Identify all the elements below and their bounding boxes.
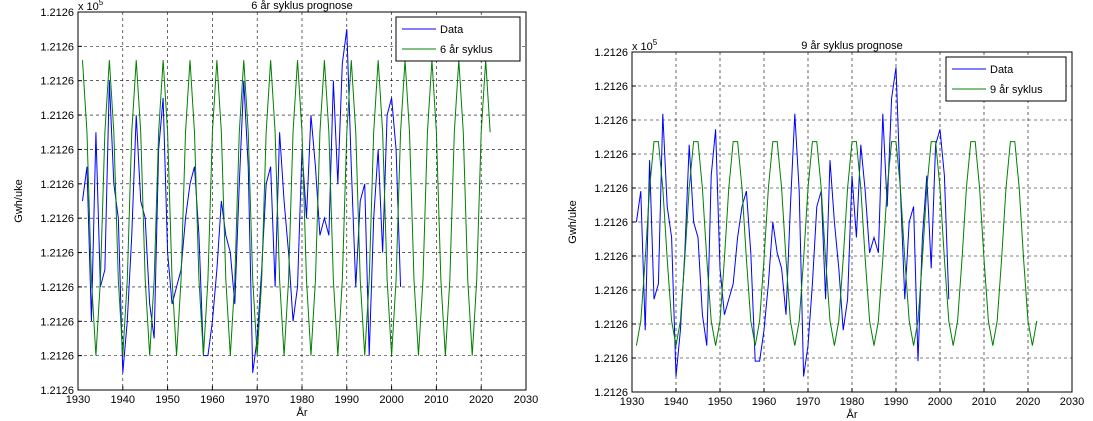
y-tick-label: 1.2126: [40, 385, 74, 397]
x-tick-label: 1930: [620, 396, 644, 408]
y-tick-label: 1.2126: [594, 149, 628, 161]
legend-label: 6 år syklus: [440, 44, 493, 56]
x-tick-label: 2010: [972, 396, 996, 408]
y-tick-label: 1.2126: [594, 319, 628, 331]
data-line: [635, 67, 950, 377]
y-tick-label: 1.2126: [40, 110, 74, 122]
y-tick-label: 1.2126: [40, 7, 74, 19]
y-axis-label: Gwh/uke: [567, 200, 579, 243]
multiplier-exponent: 5: [653, 38, 658, 47]
y-tick-label: 1.2126: [40, 282, 74, 294]
x-tick-label: 1990: [335, 394, 359, 406]
x-tick-label: 1970: [796, 396, 820, 408]
chart-title: 9 år syklus prognose: [801, 40, 903, 52]
x-tick-label: 2020: [469, 394, 493, 406]
y-tick-label: 1.2126: [40, 179, 74, 191]
x-tick-label: 1960: [200, 394, 224, 406]
x-tick-label: 2020: [1016, 396, 1040, 408]
y-tick-label: 1.2126: [40, 41, 74, 53]
x-tick-label: 1940: [111, 394, 135, 406]
y-tick-label: 1.2126: [594, 251, 628, 263]
y-tick-label: 1.2126: [594, 115, 628, 127]
legend-label: Data: [990, 64, 1014, 76]
x-tick-label: 1970: [245, 394, 269, 406]
data-line: [81, 60, 491, 356]
legend-box: [395, 16, 521, 62]
y-tick-label: 1.2126: [40, 316, 74, 328]
x-tick-label: 1960: [752, 396, 776, 408]
x-tick-label: 1940: [664, 396, 688, 408]
multiplier-base: x 10: [78, 1, 99, 13]
legend: Data 9 år syklus: [945, 56, 1067, 102]
legend-box: [945, 56, 1067, 102]
y-tick-label: 1.2126: [594, 81, 628, 93]
axis-multiplier: x 105: [632, 38, 658, 53]
x-tick-label: 2000: [379, 394, 403, 406]
legend-label: Data: [440, 24, 464, 36]
x-axis-label: År: [297, 406, 308, 419]
y-tick-label: 1.2126: [594, 285, 628, 297]
x-tick-label: 1950: [708, 396, 732, 408]
multiplier-exponent: 5: [99, 0, 104, 7]
y-axis-label: Gwh/uke: [13, 179, 25, 222]
x-axis-label: År: [847, 408, 858, 421]
y-tick-label: 1.2126: [594, 217, 628, 229]
panel: 1930 1940 1950 1960 1970 1980 1990 2000 2010 2020…: [567, 38, 1084, 421]
plot-frame: [631, 51, 1073, 393]
y-tick-label: 1.2126: [594, 47, 628, 59]
y-tick-label: 1.2126: [40, 351, 74, 363]
x-tick-label: 2000: [928, 396, 952, 408]
y-tick-label: 1.2126: [40, 144, 74, 156]
panel: 1930 1940 1950 1960 1970 1980 1990 2000 2010 2020…: [13, 0, 538, 419]
y-tick-label: 1.2126: [40, 248, 74, 260]
data-line: [635, 141, 1038, 346]
x-tick-label: 1950: [155, 394, 179, 406]
legend-label: 9 år syklus: [990, 84, 1043, 96]
chart-title: 6 år syklus prognose: [251, 0, 353, 12]
y-tick-label: 1.2126: [40, 76, 74, 88]
axis-multiplier: x 105: [78, 0, 104, 13]
x-tick-label: 2030: [1060, 396, 1084, 408]
x-tick-label: 2010: [424, 394, 448, 406]
y-tick-label: 1.2126: [594, 353, 628, 365]
legend: Data 6 år syklus: [395, 16, 521, 62]
y-tick-label: 1.2126: [594, 183, 628, 195]
x-tick-label: 1980: [290, 394, 314, 406]
data-line: [81, 29, 402, 373]
plot-frame: [77, 11, 527, 391]
x-tick-label: 1930: [66, 394, 90, 406]
x-tick-label: 2030: [514, 394, 538, 406]
multiplier-base: x 10: [632, 41, 653, 53]
x-tick-label: 1990: [884, 396, 908, 408]
y-tick-label: 1.2126: [40, 213, 74, 225]
x-tick-label: 1980: [840, 396, 864, 408]
y-tick-label: 1.2126: [594, 387, 628, 399]
